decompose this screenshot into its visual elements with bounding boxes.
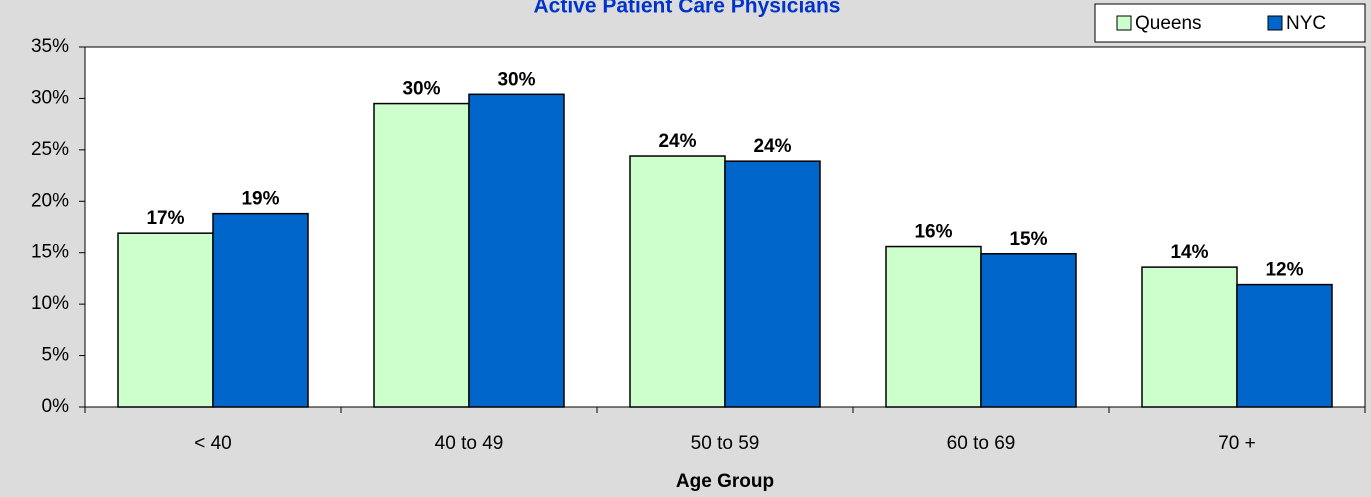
y-tick-label: 0%: [42, 396, 70, 417]
legend-label: Queens: [1135, 13, 1202, 34]
x-tick-label: < 40: [194, 433, 232, 454]
y-tick-label: 10%: [31, 293, 69, 314]
bar: [117, 232, 214, 408]
bar: [1236, 283, 1333, 408]
chart-title: Active Patient Care Physicians: [534, 0, 841, 18]
x-tick-label: 40 to 49: [435, 433, 504, 454]
bar: [468, 93, 565, 408]
x-tick-label: 70 +: [1218, 433, 1256, 454]
value-label: 30%: [497, 69, 535, 90]
value-label: 16%: [914, 222, 952, 243]
y-tick-label: 20%: [31, 190, 69, 211]
value-label: 17%: [146, 208, 184, 229]
value-label: 12%: [1265, 260, 1303, 281]
value-label: 19%: [241, 189, 279, 210]
y-tick-label: 5%: [42, 345, 70, 366]
bar: [724, 160, 821, 408]
bar: [629, 155, 726, 408]
bar: [1141, 266, 1238, 408]
value-label: 24%: [658, 131, 696, 152]
y-tick-label: 15%: [31, 242, 69, 263]
bar: [212, 212, 309, 408]
bar: [885, 245, 982, 408]
legend-swatch: [1116, 15, 1132, 31]
x-tick-label: 60 to 69: [947, 433, 1016, 454]
value-label: 24%: [753, 136, 791, 157]
legend: [1094, 3, 1366, 43]
bar: [980, 252, 1077, 408]
legend-label: NYC: [1286, 13, 1326, 34]
value-label: 14%: [1170, 242, 1208, 263]
y-tick-label: 30%: [31, 87, 69, 108]
x-axis-label: Age Group: [676, 471, 774, 492]
y-tick-label: 35%: [31, 36, 69, 57]
legend-swatch: [1267, 15, 1283, 31]
y-tick-label: 25%: [31, 139, 69, 160]
bar: [373, 102, 470, 408]
value-label: 15%: [1009, 229, 1047, 250]
value-label: 30%: [402, 79, 440, 100]
x-tick-label: 50 to 59: [691, 433, 760, 454]
